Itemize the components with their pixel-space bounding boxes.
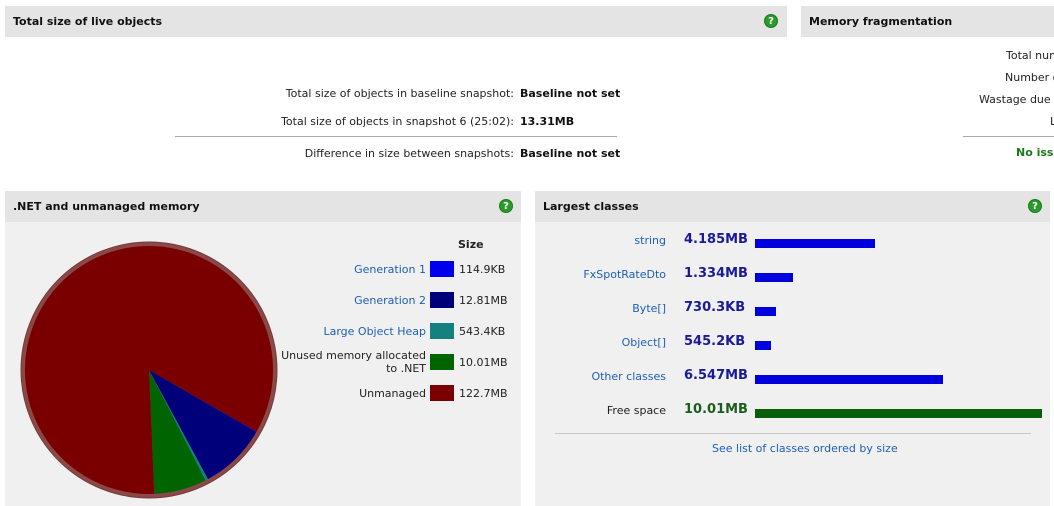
- class-bar: [755, 307, 776, 316]
- net-memory-header: .NET and unmanaged memory ?: [5, 191, 521, 222]
- pie-slice-unmanaged: [25, 246, 273, 494]
- class-size: 6.547MB: [684, 368, 748, 383]
- row-value: 13.31MB: [520, 115, 575, 128]
- class-size: 730.3KB: [684, 300, 746, 315]
- legend-swatch: [430, 292, 454, 308]
- legend-swatch: [430, 385, 454, 401]
- pie-slices: [25, 246, 273, 494]
- class-size: 10.01MB: [684, 402, 748, 417]
- class-link[interactable]: Other classes: [591, 370, 666, 383]
- fragmentation-row: Wastage due to: [979, 93, 1054, 106]
- class-bar: [755, 375, 943, 384]
- legend-link-large-object-heap[interactable]: Large Object Heap: [323, 325, 426, 338]
- legend-size: 12.81MB: [459, 294, 508, 307]
- legend-link-generation-1[interactable]: Generation 1: [354, 263, 426, 276]
- class-link[interactable]: string: [634, 234, 666, 247]
- fragmentation-status: No issu: [1016, 146, 1054, 159]
- class-label: Free space: [606, 404, 666, 417]
- pie-slice-generation-2: [149, 370, 257, 480]
- help-icon[interactable]: ?: [764, 14, 778, 28]
- fragmentation-row: Total numb: [1006, 49, 1054, 62]
- class-bar: [755, 341, 771, 350]
- legend-label: Unused memory allocated: [281, 349, 426, 362]
- legend-swatch: [430, 323, 454, 339]
- fragmentation-title: Memory fragmentation: [809, 15, 953, 28]
- net-memory-title: .NET and unmanaged memory: [13, 200, 200, 213]
- legend-label: to .NET: [386, 362, 426, 375]
- row-label: Total size of objects in snapshot 6 (25:…: [281, 115, 514, 128]
- class-bar: [755, 409, 1042, 418]
- divider: [175, 136, 617, 137]
- size-column-header: Size: [458, 238, 484, 251]
- legend-size: 10.01MB: [459, 356, 508, 369]
- largest-classes-body: [535, 222, 1050, 506]
- pie-slice-generation-1: [149, 370, 257, 433]
- divider: [963, 136, 1054, 137]
- classes-by-size-link[interactable]: See list of classes ordered by size: [712, 442, 898, 455]
- fragmentation-row: Number of: [1005, 71, 1054, 84]
- row-value: Baseline not set: [520, 147, 621, 160]
- live-objects-header: Total size of live objects ?: [5, 6, 787, 37]
- help-icon[interactable]: ?: [1028, 199, 1042, 213]
- help-icon[interactable]: ?: [499, 199, 513, 213]
- class-size: 1.334MB: [684, 266, 748, 281]
- class-link[interactable]: Byte[]: [632, 302, 666, 315]
- legend-swatch: [430, 354, 454, 370]
- legend-label: Unmanaged: [359, 387, 426, 400]
- legend-link-generation-2[interactable]: Generation 2: [354, 294, 426, 307]
- fragmentation-body: Total numb Number of Wastage due to L No…: [801, 40, 1054, 170]
- legend-size: 114.9KB: [459, 263, 506, 276]
- legend-size: 122.7MB: [459, 387, 508, 400]
- fragmentation-row: L: [1050, 115, 1054, 128]
- largest-classes-title: Largest classes: [543, 200, 639, 213]
- legend-swatch: [430, 261, 454, 277]
- legend-size: 543.4KB: [459, 325, 506, 338]
- class-bar: [755, 273, 793, 282]
- largest-classes-header: Largest classes ?: [535, 191, 1050, 222]
- class-link[interactable]: FxSpotRateDto: [583, 268, 666, 281]
- pie-slice-unused-memory: [149, 370, 206, 494]
- class-bar: [755, 239, 875, 248]
- class-size: 4.185MB: [684, 232, 748, 247]
- live-objects-title: Total size of live objects: [13, 15, 163, 28]
- fragmentation-header: Memory fragmentation: [801, 6, 1054, 37]
- row-value: Baseline not set: [520, 87, 621, 100]
- divider: [555, 433, 1031, 434]
- class-size: 545.2KB: [684, 334, 746, 349]
- pie-slice-large-object-heap: [149, 370, 208, 481]
- row-label: Difference in size between snapshots:: [304, 147, 514, 160]
- class-link[interactable]: Object[]: [621, 336, 666, 349]
- row-label: Total size of objects in baseline snapsh…: [285, 87, 514, 100]
